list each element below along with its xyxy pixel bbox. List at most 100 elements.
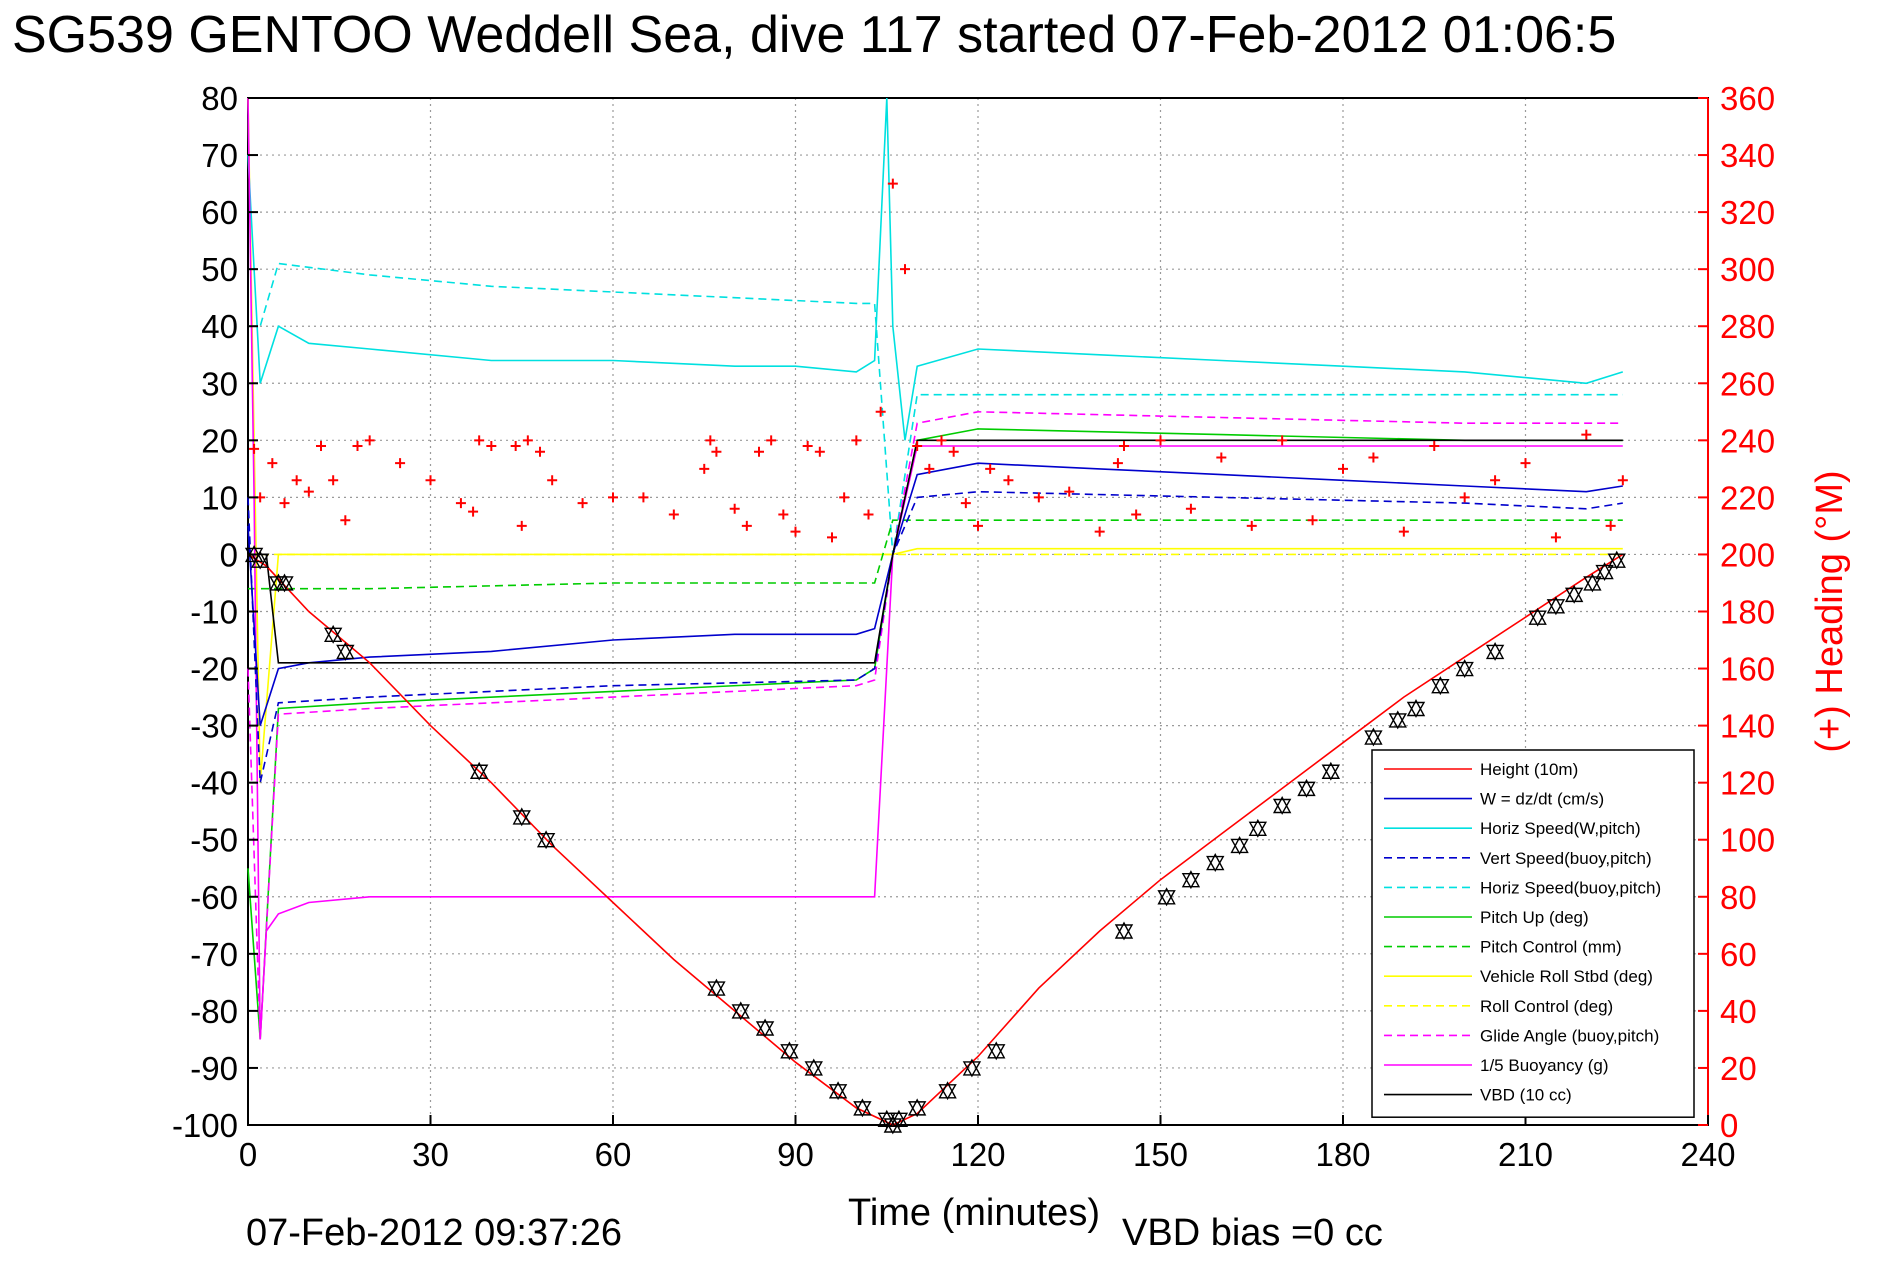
heading-mark <box>1581 429 1592 440</box>
depth-marker <box>907 1098 927 1118</box>
legend-label: Pitch Control (mm) <box>1480 938 1622 957</box>
y2-tick-label: 100 <box>1720 822 1775 859</box>
depth-marker <box>1564 584 1584 604</box>
depth-marker <box>1607 550 1626 570</box>
heading-mark <box>863 509 874 520</box>
depth-marker <box>1297 778 1316 798</box>
heading-mark <box>267 458 278 469</box>
y2-tick-label: 340 <box>1720 137 1775 174</box>
y-tick-label: 70 <box>201 137 238 174</box>
heading-mark <box>328 475 339 486</box>
depth-marker <box>323 624 343 644</box>
heading-mark <box>668 509 679 520</box>
heading-mark <box>1246 520 1257 531</box>
heading-mark <box>1520 458 1531 469</box>
depth-marker <box>938 1081 957 1101</box>
depth-marker <box>1321 761 1341 781</box>
depth-marker <box>1431 676 1450 696</box>
heading-mark <box>316 441 326 452</box>
depth-marker <box>962 1058 982 1078</box>
heading-mark <box>839 492 850 503</box>
depth-marker <box>1157 887 1176 907</box>
heading-mark <box>887 178 898 189</box>
series-line <box>247 553 1624 1126</box>
heading-mark <box>973 520 983 531</box>
y2-tick-label: 200 <box>1720 536 1775 573</box>
depth-marker <box>1528 607 1547 627</box>
heading-mark <box>547 475 558 486</box>
heading-mark <box>1398 526 1409 537</box>
depth-marker <box>1248 818 1268 838</box>
y-tick-label: -70 <box>190 936 238 973</box>
y-tick-label: -80 <box>190 993 238 1030</box>
heading-mark <box>1094 526 1105 537</box>
heading-mark <box>827 532 837 543</box>
depth-marker <box>755 1018 775 1038</box>
heading-mark <box>1550 532 1561 543</box>
legend-label: Horiz Speed(buoy,pitch) <box>1480 878 1661 897</box>
heading-mark <box>1131 509 1142 520</box>
heading-axis-label: (+) Heading (°M) <box>1809 470 1851 752</box>
y-tick-label: -40 <box>190 765 238 802</box>
depth-marker <box>1230 835 1249 855</box>
heading-marks <box>249 178 1628 543</box>
x-tick-label: 240 <box>1680 1136 1735 1173</box>
heading-mark <box>1429 441 1440 452</box>
y-tick-label: 60 <box>201 194 238 231</box>
heading-mark <box>985 463 996 474</box>
y-tick-label: -100 <box>172 1107 238 1144</box>
heading-mark <box>468 506 479 517</box>
depth-markers <box>244 544 1626 1135</box>
legend-label: VBD (10 cc) <box>1480 1086 1572 1105</box>
depth-marker <box>1114 921 1134 941</box>
depth-marker <box>1595 562 1614 581</box>
y2-tick-label: 60 <box>1720 936 1757 973</box>
heading-mark <box>303 486 314 497</box>
x-tick-label: 0 <box>239 1136 257 1173</box>
heading-mark <box>340 515 351 526</box>
series-line <box>247 97 1623 1040</box>
depth-marker <box>707 978 726 998</box>
depth-marker <box>1364 727 1383 747</box>
heading-mark <box>1064 486 1075 497</box>
y2-tick-label: 0 <box>1720 1107 1738 1144</box>
heading-mark <box>522 435 533 446</box>
legend-label: Roll Control (deg) <box>1480 997 1613 1016</box>
heading-mark <box>516 520 527 531</box>
heading-mark <box>395 458 406 469</box>
legend-label: W = dz/dt (cm/s) <box>1480 790 1604 809</box>
y2-tick-label: 20 <box>1720 1050 1757 1087</box>
heading-mark <box>486 441 497 452</box>
depth-marker <box>987 1041 1006 1061</box>
heading-mark <box>1338 463 1348 474</box>
y2-tick-label: 240 <box>1720 422 1775 459</box>
heading-mark <box>814 446 825 457</box>
y-tick-label: -30 <box>190 708 238 745</box>
heading-mark <box>1368 452 1379 463</box>
series-line <box>247 490 1623 783</box>
heading-mark <box>948 446 959 457</box>
x-tick-label: 180 <box>1315 1136 1370 1173</box>
heading-mark <box>1307 515 1318 526</box>
y-tick-label: -60 <box>190 879 238 916</box>
y-tick-label: -50 <box>190 822 238 859</box>
depth-marker <box>512 807 531 827</box>
heading-mark <box>960 498 971 509</box>
x-tick-label: 30 <box>412 1136 449 1173</box>
series-line <box>248 439 1623 664</box>
heading-mark <box>741 520 752 531</box>
x-tick-label: 150 <box>1133 1136 1188 1173</box>
legend-label: Height (10m) <box>1480 760 1578 779</box>
heading-mark <box>364 435 375 446</box>
legend-label: 1/5 Buoyancy (g) <box>1480 1056 1609 1075</box>
depth-marker <box>536 830 556 850</box>
heading-mark <box>1277 435 1288 446</box>
y2-tick-label: 160 <box>1720 651 1775 688</box>
series-line <box>248 262 1623 555</box>
y2-tick-label: 320 <box>1720 194 1775 231</box>
depth-marker <box>828 1081 848 1101</box>
y-tick-label: 30 <box>201 365 238 402</box>
heading-mark <box>790 526 801 537</box>
depth-marker <box>1455 659 1474 678</box>
